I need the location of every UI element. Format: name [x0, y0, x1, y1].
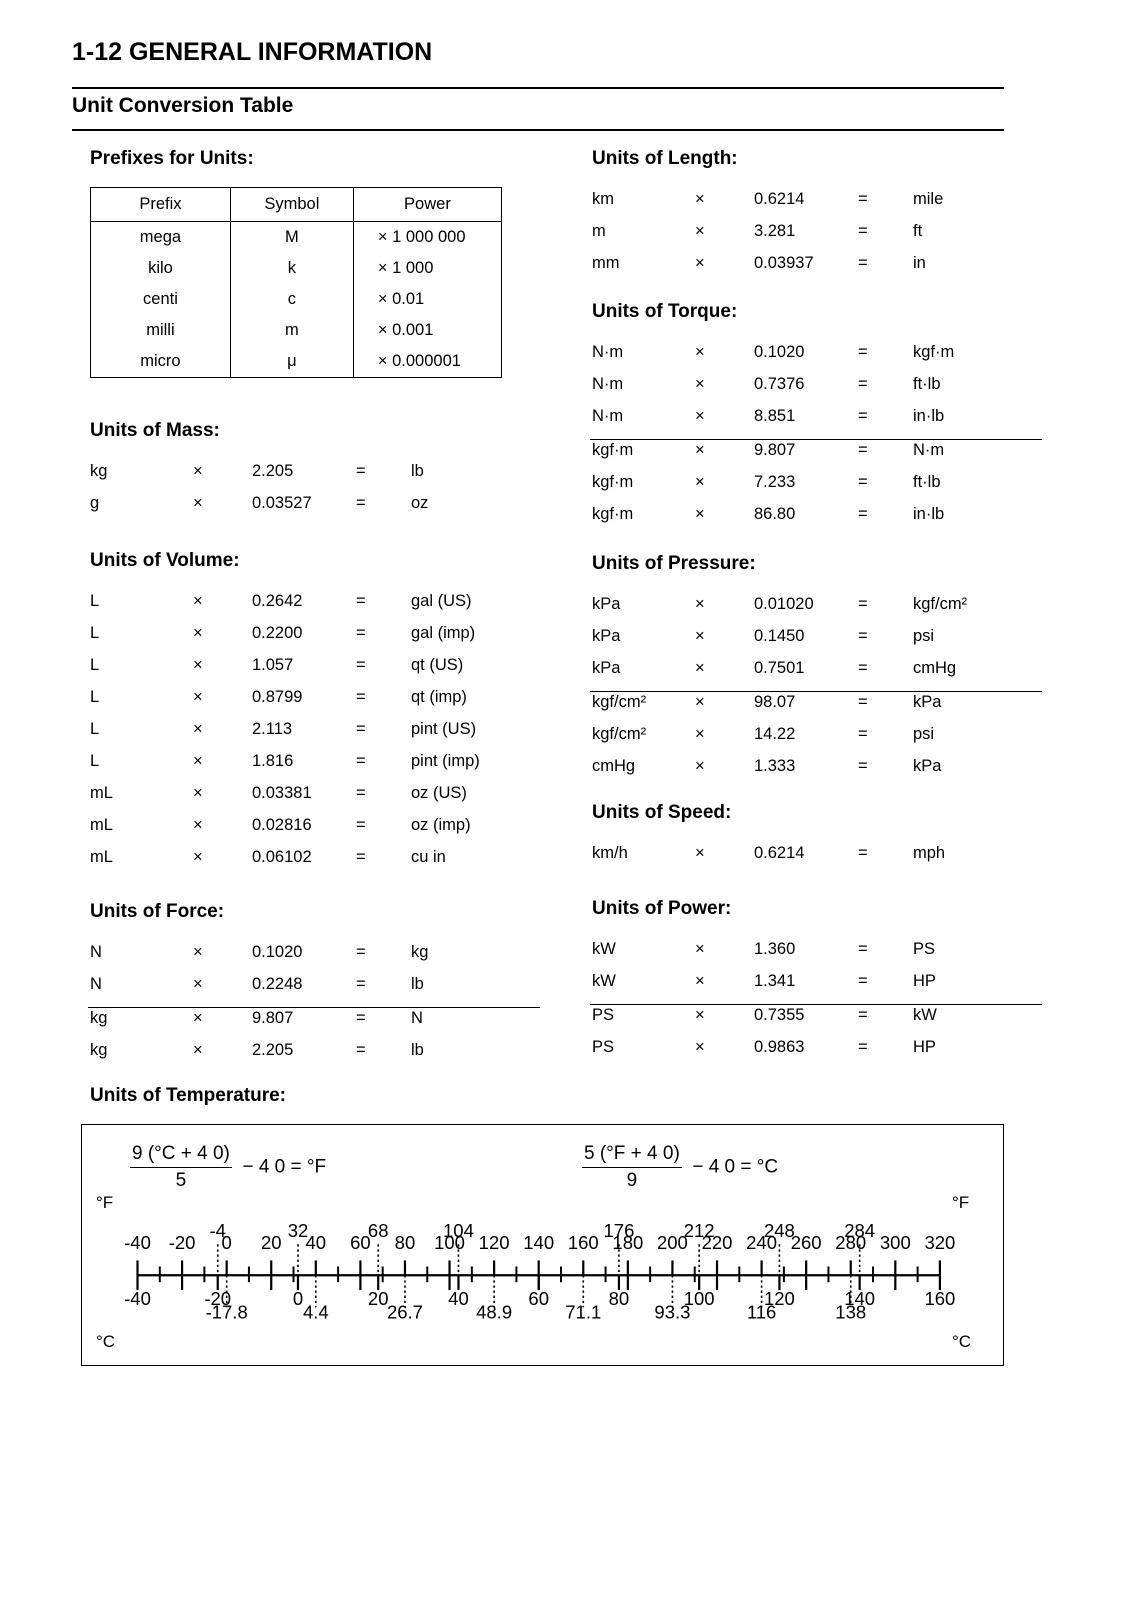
svg-text:160: 160 [568, 1232, 599, 1253]
svg-text:120: 120 [764, 1288, 795, 1309]
svg-text:-40: -40 [124, 1232, 151, 1253]
svg-text:32: 32 [288, 1220, 309, 1241]
svg-text:176: 176 [604, 1220, 635, 1241]
svg-text:-4: -4 [210, 1220, 226, 1241]
svg-text:71.1: 71.1 [565, 1302, 601, 1323]
svg-text:80: 80 [609, 1288, 630, 1309]
svg-text:140: 140 [844, 1288, 875, 1309]
svg-text:260: 260 [791, 1232, 822, 1253]
svg-text:120: 120 [479, 1232, 510, 1253]
svg-text:0: 0 [293, 1288, 303, 1309]
svg-text:248: 248 [764, 1220, 795, 1241]
svg-text:140: 140 [523, 1232, 554, 1253]
svg-text:104: 104 [443, 1220, 474, 1241]
svg-text:40: 40 [306, 1232, 327, 1253]
svg-text:60: 60 [528, 1288, 549, 1309]
svg-text:160: 160 [924, 1288, 955, 1309]
svg-text:48.9: 48.9 [476, 1302, 512, 1323]
svg-text:68: 68 [368, 1220, 389, 1241]
svg-text:20: 20 [261, 1232, 282, 1253]
svg-text:26.7: 26.7 [387, 1302, 423, 1323]
svg-text:212: 212 [684, 1220, 715, 1241]
svg-text:300: 300 [880, 1232, 911, 1253]
svg-text:-40: -40 [124, 1288, 151, 1309]
svg-text:80: 80 [395, 1232, 416, 1253]
svg-text:284: 284 [844, 1220, 875, 1241]
svg-text:100: 100 [684, 1288, 715, 1309]
svg-text:20: 20 [368, 1288, 389, 1309]
svg-text:4.4: 4.4 [303, 1302, 329, 1323]
svg-text:-20: -20 [169, 1232, 196, 1253]
svg-text:-20: -20 [204, 1288, 231, 1309]
svg-text:320: 320 [924, 1232, 955, 1253]
svg-text:40: 40 [448, 1288, 469, 1309]
